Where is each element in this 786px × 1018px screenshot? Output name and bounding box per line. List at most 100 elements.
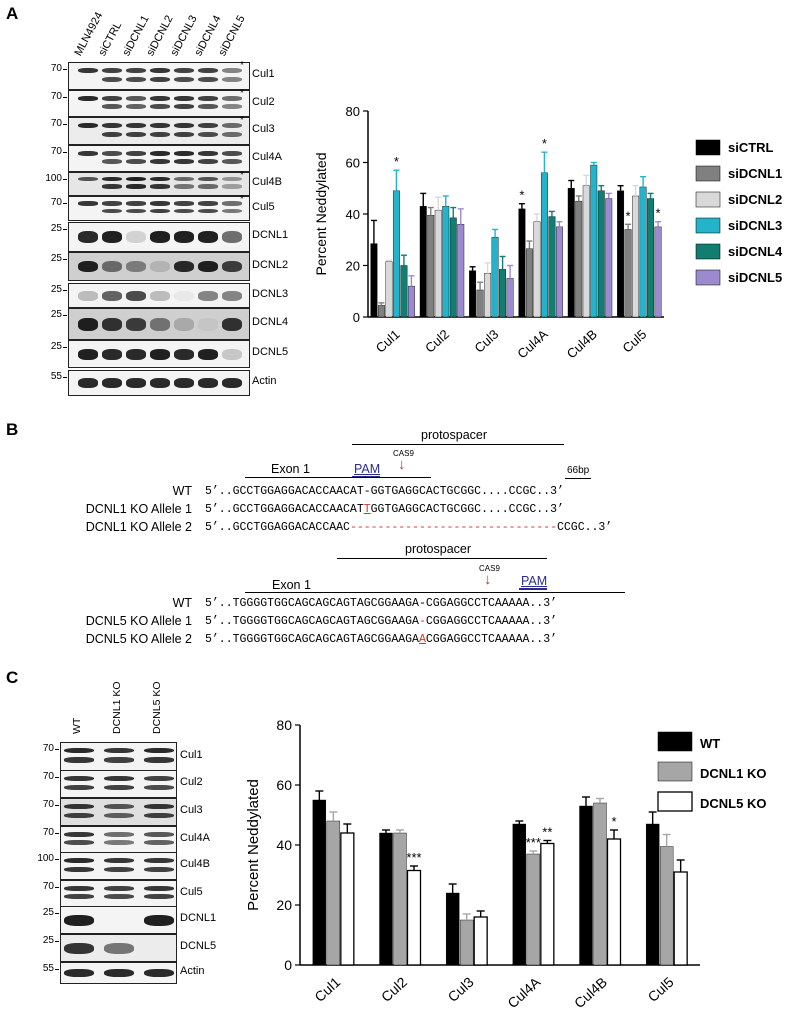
mw-marker: 70 [38,63,67,74]
blot-band [102,176,122,182]
mw-marker: 25 [30,907,59,918]
blot-band [126,95,146,101]
blot-band [78,200,98,206]
blot-band [222,231,242,244]
bar-wt-cul1 [312,799,327,966]
bar-dcnl1-ko-cul3 [459,919,474,966]
category-label-cul3: Cul3 [445,974,477,1005]
legend-label-sidcnl5: siDCNL5 [728,270,782,285]
seq-segment: GGTGAGGCACTGCGGC [370,503,482,516]
seq-prefix: 5’.. [205,485,233,498]
bar-sidcnl3-cul1 [392,190,400,318]
blot-band [198,150,218,156]
bar-dcnl5-ko-cul1 [340,832,355,966]
blot-band [222,318,242,331]
sequence-row: 5’..GCCTGGAGGACACCAAC-------------------… [205,521,612,534]
significance-marker: * [656,206,661,221]
bar-sidcnl2-cul4a [533,221,541,318]
blot-band [198,378,218,389]
blot-band [126,159,146,164]
blot-dcnl5 [68,340,250,368]
blot-label-dcnl2: DCNL2 [252,258,289,271]
blot-band [222,378,242,389]
bar-sidcnl3-cul4b [590,164,598,318]
blot-label-cul1: Cul1 [180,748,203,761]
blot-band [222,290,242,301]
blot-band [144,803,174,809]
blot-band [126,231,146,244]
blot-band [78,95,98,101]
legend-swatch-sidcnl5 [695,269,721,286]
blot-band [150,150,170,156]
blot-band [222,95,242,101]
blot-asterisk: * [240,170,244,181]
blot-band [144,784,174,790]
blot-band [104,840,134,845]
blot-band [198,318,218,331]
legend-swatch-sidcnl1 [695,165,721,182]
blot-asterisk: * [240,88,244,99]
y-tick-label: 20 [346,259,360,274]
blot-cul4a [68,145,250,172]
y-axis-label: Percent Neddylated [245,779,262,911]
lane-label-dcnl5-ko: DCNL5 KO [151,681,163,734]
bar-dcnl1-ko-cul4a [526,853,541,966]
legend-label-sictrl: siCTRL [728,140,774,155]
blot-band [104,857,134,863]
dcnl1-protospacer-label: protospacer [421,428,488,442]
blot-band [102,159,122,164]
y-tick-label: 20 [276,897,292,913]
seq-suffix: ..3’ [529,633,557,646]
blot-band [150,159,170,164]
y-tick-label: 80 [276,717,292,733]
dcnl5-exon-label: Exon 1 [272,578,311,592]
bar-sidcnl4-cul1 [400,265,408,318]
blot-band [174,318,194,331]
blot-band [150,318,170,331]
mw-marker: 70 [38,118,67,129]
bar-wt-cul4a [512,823,527,966]
bar-sictrl-cul5 [617,190,625,318]
bar-sidcnl4-cul5 [647,198,655,318]
seq-segment: TGGGGTGGCAGCAGCAGTAGCGGAAGA [232,615,419,628]
blot-band [64,942,94,954]
blot-band [174,104,194,109]
seq-segment: GCCTGGAGGACACCAAC [232,521,350,534]
dcnl1-exon-line [245,477,431,478]
bar-sidcnl1-cul4a [525,248,533,318]
legend-label-dcnl1-ko: DCNL1 KO [700,766,766,781]
y-tick-label: 40 [346,207,360,222]
dcnl5-cas9-label: CAS9 [479,564,500,573]
seq-segment: CGGAGGCCTCAAAAA [425,615,530,628]
seq-segment: CGGAGGCCTCAAAAA [425,633,530,646]
significance-marker: * [519,188,524,203]
seq-prefix: 5’.. [205,633,233,646]
seq-suffix: ..3’ [536,485,564,498]
bar-wt-cul4b [579,805,593,966]
blot-band [150,122,170,128]
blot-asterisk: * [240,194,244,205]
blot-band [104,866,134,872]
blot-label-dcnl4: DCNL4 [252,316,289,328]
blot-band [102,290,122,301]
blot-dcnl4 [68,308,250,340]
mw-marker: 100 [30,853,59,864]
blot-band [150,208,170,214]
legend-swatch-sidcnl2 [695,191,721,208]
bar-sidcnl1-cul4b [575,200,583,318]
blot-band [64,831,94,837]
blot-label-cul4a: Cul4A [180,831,210,844]
bar-sidcnl4-cul4b [597,190,605,318]
legend-label-sidcnl1: siDCNL1 [728,166,782,181]
blot-cul3 [60,798,177,826]
legend-swatch-wt [657,731,693,752]
blot-band [150,95,170,101]
mw-marker: 70 [38,91,67,102]
blot-label-cul4b: Cul4B [180,858,210,870]
blot-band [174,150,194,156]
blot-cul1 [60,742,177,771]
blot-band [222,159,242,164]
bar-sictrl-cul2 [419,206,427,318]
blot-band [174,208,194,214]
blot-band [222,208,242,214]
